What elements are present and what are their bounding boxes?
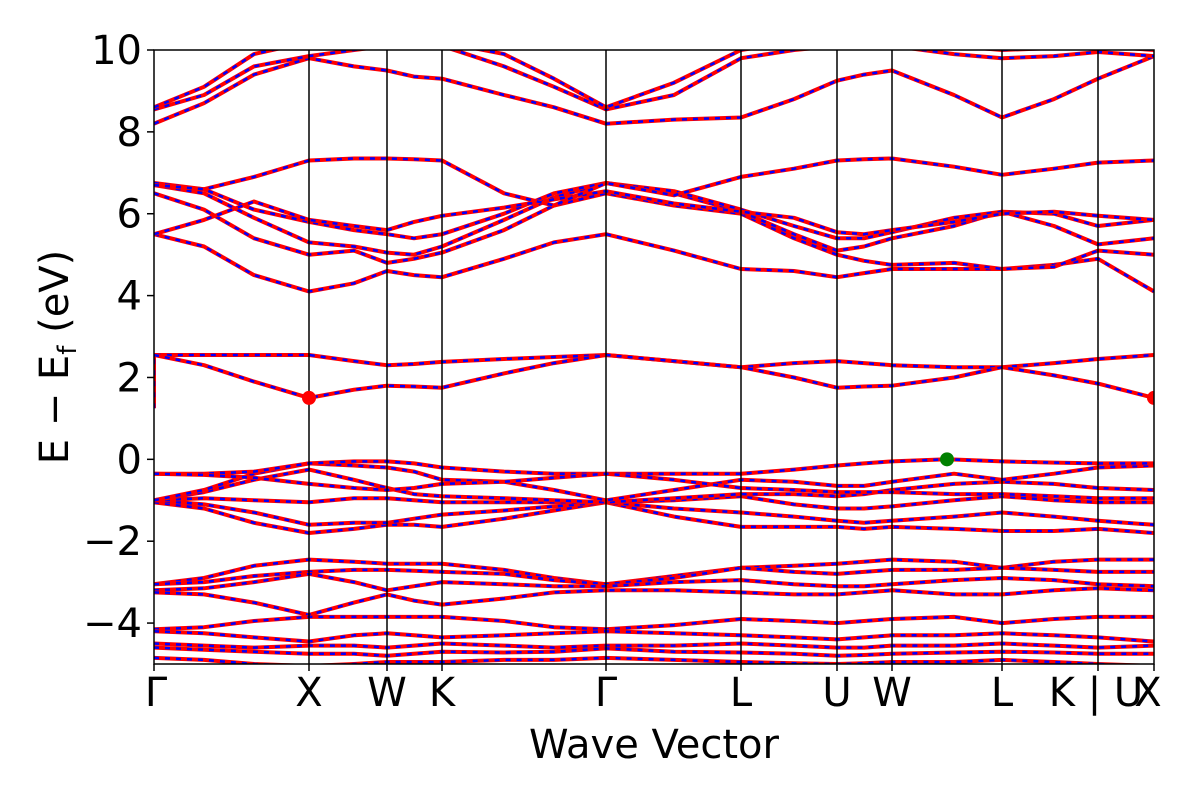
x-tick-label-8: L: [991, 670, 1014, 716]
band-22-spin-down: [154, 615, 1154, 631]
band-17-spin-down: [154, 50, 1154, 109]
y-axis-label-subscript: f: [53, 345, 83, 355]
band-20-spin-up: [154, 571, 1154, 593]
band-23-spin-down: [154, 630, 1154, 643]
band-12-spin-down: [154, 181, 1154, 240]
band-10-spin-down: [154, 192, 1154, 271]
band-8-spin-up: [154, 353, 1154, 400]
band-20-spin-down: [154, 572, 1154, 592]
x-tick-label-5: L: [730, 670, 753, 716]
band-14-spin-down: [154, 157, 1154, 207]
band-13-spin-down: [154, 189, 1154, 236]
band-21-spin-up: [154, 586, 1154, 617]
band-4-spin-up: [154, 461, 1154, 503]
band-21-spin-down: [154, 587, 1154, 617]
x-tick-label-4: Γ: [595, 670, 618, 716]
y-axis-ticks: 10 8 6 4 2 0 −2 −4: [83, 28, 154, 647]
y-tick-label-7: −4: [83, 601, 142, 647]
band-13-spin-up: [154, 189, 1154, 237]
y-tick-label-5: 0: [117, 437, 142, 483]
bands-layer: [154, 50, 1154, 664]
band-5-spin-down: [154, 458, 1154, 475]
y-axis-label-unit: (eV): [32, 250, 78, 346]
band-16-spin-up: [154, 50, 1154, 112]
band-16-spin-down: [154, 50, 1154, 111]
x-tick-label-2: W: [367, 670, 407, 716]
y-tick-label-4: 2: [117, 355, 142, 401]
x-tick-label-9: K | U: [1049, 670, 1143, 716]
plot-frame: [153, 49, 1155, 665]
x-tick-label-1: X: [295, 670, 322, 716]
band-3-spin-up: [154, 467, 1154, 505]
y-tick-label-2: 6: [117, 192, 142, 238]
band-9-spin-up: [154, 232, 1154, 294]
band-11-spin-down: [154, 181, 1154, 256]
band-26-spin-down: [154, 656, 1134, 664]
y-axis-label: E − Ef (eV): [32, 250, 83, 465]
y-tick-label-1: 8: [117, 110, 142, 156]
cbm-marker-1: [1147, 390, 1154, 405]
x-tick-label-10: X: [1134, 670, 1161, 716]
x-tick-label-7: W: [872, 670, 912, 716]
x-tick-label-3: K: [429, 670, 457, 716]
band-18-spin-down: [154, 558, 1154, 586]
band-9-spin-down: [154, 232, 1154, 293]
y-tick-label-6: −2: [83, 519, 142, 565]
band-24-spin-down: [154, 642, 1154, 649]
extrema-markers: [302, 390, 1154, 467]
y-axis-label-main: E − E: [32, 355, 78, 465]
band-25-spin-down: [154, 646, 1154, 658]
y-tick-label-3: 4: [117, 274, 142, 320]
band-6-spin-down: [154, 472, 1154, 500]
band-1-spin-down: [154, 499, 1154, 527]
band-22-spin-up: [154, 614, 1154, 632]
vbm-marker-2: [940, 452, 954, 467]
band-0-spin-down: [154, 501, 1154, 535]
cbm-marker-0: [302, 390, 316, 405]
band-8-spin-down: [154, 353, 1154, 400]
band-19-spin-down: [154, 566, 1154, 586]
kpoint-lines: [308, 50, 1099, 664]
y-tick-label-0: 10: [91, 28, 142, 74]
x-axis-label: Wave Vector: [529, 722, 780, 768]
band-10-spin-up: [154, 191, 1154, 271]
band-15-spin-down: [154, 54, 1154, 125]
x-tick-label-0: Γ: [145, 670, 168, 716]
x-tick-label-6: U: [822, 670, 851, 716]
